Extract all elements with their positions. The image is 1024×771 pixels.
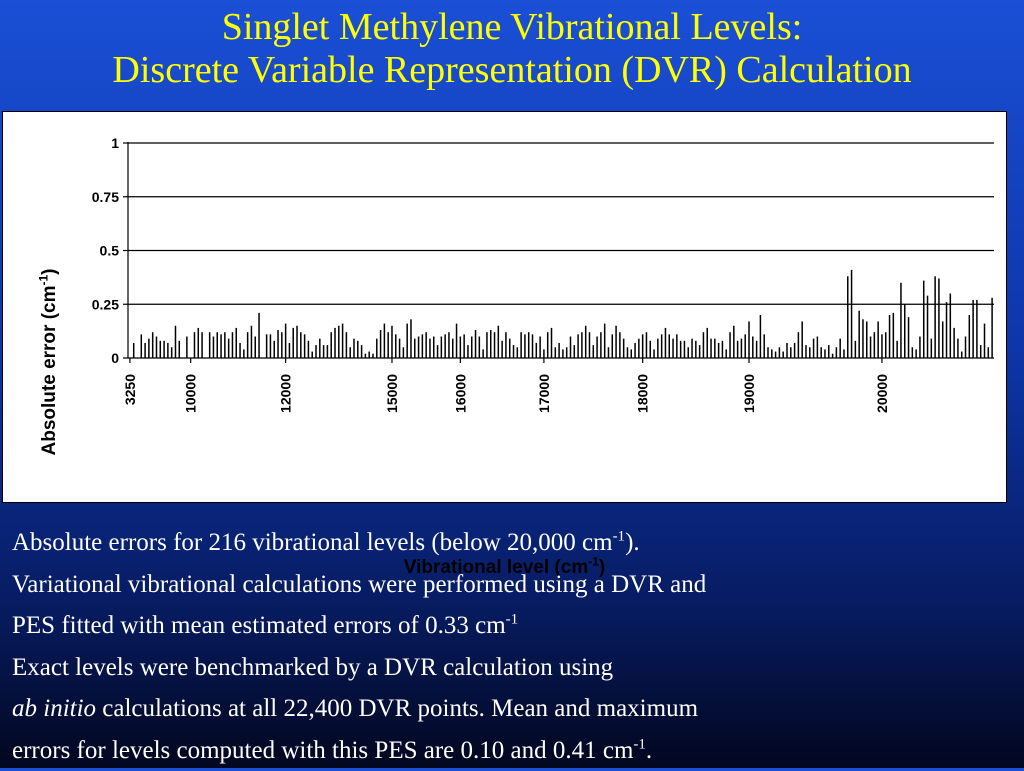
- slide-body-text: Absolute errors for 216 vibrational leve…: [12, 522, 1012, 771]
- y-tick-labels: 0 0.25 0.5 0.75 1: [92, 135, 119, 366]
- y-axis-label-close: ): [39, 269, 60, 275]
- body-line-3: PES fitted with mean estimated errors of…: [12, 605, 1012, 647]
- x-tick-label: 10000: [183, 374, 199, 413]
- x-tick-label: 20000: [874, 374, 890, 413]
- slide-title-line-1: Singlet Methylene Vibrational Levels:: [0, 6, 1024, 49]
- body-line-1: Absolute errors for 216 vibrational leve…: [12, 522, 1012, 564]
- error-bar-chart: 0 0.25 0.5 0.75 1 3250 10000 12000 15000 16000 17…: [3, 112, 1006, 502]
- y-tick-label: 0.75: [92, 189, 119, 205]
- body-line-6-end: .: [646, 737, 652, 764]
- bar-series: [134, 270, 992, 358]
- x-tick-label: 3250: [122, 374, 138, 405]
- y-axis-label-text: Absolute error (cm: [39, 286, 60, 456]
- body-line-3-superscript: -1: [506, 612, 519, 628]
- body-line-4: Exact levels were benchmarked by a DVR c…: [12, 647, 1012, 689]
- x-tick-label: 12000: [278, 374, 294, 413]
- x-tick-label: 18000: [635, 374, 651, 413]
- x-tick-label: 15000: [384, 374, 400, 413]
- x-tick-labels: 3250 10000 12000 15000 16000 17000 18000 19000 2…: [122, 374, 890, 413]
- body-line-5: ab initio calculations at all 22,400 DVR…: [12, 688, 1012, 730]
- y-tick-label: 0: [111, 350, 119, 366]
- y-tick-label: 0.5: [100, 243, 120, 259]
- body-line-1-text: Absolute errors for 216 vibrational leve…: [12, 529, 613, 556]
- body-line-3-text: PES fitted with mean estimated errors of…: [12, 612, 506, 639]
- body-line-1-superscript: -1: [613, 529, 626, 545]
- x-tick-label: 17000: [536, 374, 552, 413]
- body-line-2: Variational vibrational calculations wer…: [12, 564, 1012, 606]
- body-line-5-text: calculations at all 22,400 DVR points. M…: [96, 695, 698, 722]
- y-axis-label-superscript: -1: [37, 275, 51, 286]
- y-tick-label: 1: [111, 135, 119, 151]
- body-line-6-superscript: -1: [633, 736, 646, 752]
- x-tick-label: 19000: [741, 374, 757, 413]
- body-line-5-italic: ab initio: [12, 695, 96, 722]
- y-tick-label: 0.25: [92, 296, 119, 312]
- slide-title: Singlet Methylene Vibrational Levels: Di…: [0, 6, 1024, 92]
- body-line-6-text: errors for levels computed with this PES…: [12, 737, 633, 764]
- chart-panel: 0 0.25 0.5 0.75 1 3250 10000 12000 15000 16000 17…: [2, 111, 1007, 503]
- body-line-1-end: ).: [625, 529, 640, 556]
- gridlines: [128, 143, 994, 304]
- slide-title-line-2: Discrete Variable Representation (DVR) C…: [0, 49, 1024, 92]
- body-line-6: errors for levels computed with this PES…: [12, 730, 1012, 771]
- x-tick-label: 16000: [452, 374, 468, 413]
